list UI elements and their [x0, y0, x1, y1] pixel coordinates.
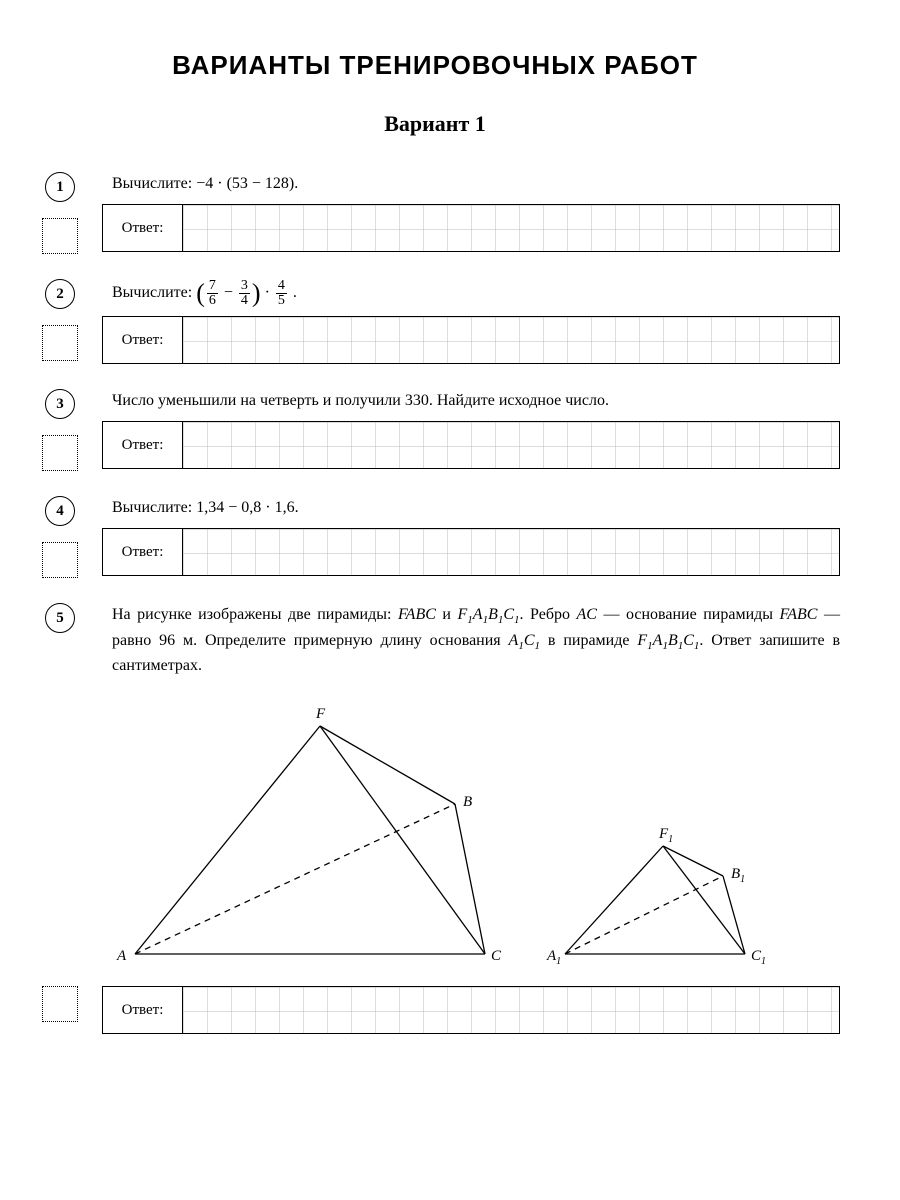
answer-label: Ответ: [103, 529, 183, 575]
sym: A1C1 [509, 632, 540, 649]
problem-text: На рисунке изображены две пирамиды: FABC… [102, 603, 840, 678]
t: На рисунке изображены две пирамиды: [112, 606, 398, 623]
svg-text:A: A [116, 948, 127, 964]
text-prefix: Вычислите: [112, 175, 196, 192]
svg-text:F1: F1 [658, 826, 673, 845]
checkbox-area[interactable] [42, 325, 78, 361]
answer-box: Ответ: [102, 986, 840, 1034]
sym: FABC [780, 606, 818, 623]
frac-den: 4 [239, 294, 250, 308]
l: C [683, 632, 694, 649]
l: A [509, 632, 519, 649]
sym: F1A1B1C1 [637, 632, 699, 649]
frac-num: 3 [239, 279, 250, 294]
sym: FABC [398, 606, 436, 623]
question-number-badge: 2 [45, 279, 75, 309]
text-prefix: Вычислите: [112, 499, 196, 516]
text-prefix: Вычислите: [112, 284, 196, 301]
l: A [653, 632, 663, 649]
pyramid-diagram: A C F B A1 C1 F1 B1 [30, 696, 840, 976]
l: F [458, 606, 468, 623]
checkbox-area[interactable] [42, 218, 78, 254]
answer-grid[interactable] [183, 987, 839, 1033]
t: и [436, 606, 458, 623]
t: . Ребро [520, 606, 577, 623]
checkbox-area[interactable] [42, 986, 78, 1022]
question-number-badge: 3 [45, 389, 75, 419]
answer-label: Ответ: [103, 317, 183, 363]
question-5-answer: Ответ: [30, 986, 840, 1034]
sym: AC [576, 606, 596, 623]
answer-label: Ответ: [103, 422, 183, 468]
svg-text:C: C [491, 948, 502, 964]
frac-den: 6 [207, 294, 218, 308]
t: — основание пирамиды [597, 606, 780, 623]
svg-text:A1: A1 [546, 948, 561, 967]
answer-grid[interactable] [183, 317, 839, 363]
paren-close: ) [252, 279, 261, 308]
paren-open: ( [196, 279, 205, 308]
question-5: 5 На рисунке изображены две пирамиды: FA… [30, 603, 840, 686]
fraction: 45 [276, 279, 287, 308]
answer-box: Ответ: [102, 316, 840, 364]
text-expr: 1,34 − 0,8 · 1,6. [196, 499, 298, 516]
problem-text: Вычислите: 1,34 − 0,8 · 1,6. [102, 496, 840, 520]
answer-label: Ответ: [103, 987, 183, 1033]
answer-grid[interactable] [183, 205, 839, 251]
main-title: ВАРИАНТЫ ТРЕНИРОВОЧНЫХ РАБОТ [30, 50, 840, 81]
question-number-badge: 5 [45, 603, 75, 633]
question-number-badge: 1 [45, 172, 75, 202]
answer-grid[interactable] [183, 422, 839, 468]
fraction: 76 [207, 279, 218, 308]
svg-text:F: F [315, 706, 326, 722]
variant-title: Вариант 1 [30, 111, 840, 137]
svg-text:B: B [463, 794, 472, 810]
problem-text: Вычислите: −4 · (53 − 128). [102, 172, 840, 196]
question-3: 3 Число уменьшили на четверть и получили… [30, 389, 840, 471]
t: в пирамиде [540, 632, 637, 649]
l: C [524, 632, 535, 649]
question-number-badge: 4 [45, 496, 75, 526]
frac-num: 7 [207, 279, 218, 294]
l: B [488, 606, 498, 623]
answer-box: Ответ: [102, 204, 840, 252]
fraction: 34 [239, 279, 250, 308]
l: C [503, 606, 514, 623]
answer-grid[interactable] [183, 529, 839, 575]
svg-text:B1: B1 [731, 866, 745, 885]
l: B [668, 632, 678, 649]
l: A [473, 606, 483, 623]
problem-text: Вычислите: (76 − 34) · 45 . [102, 279, 840, 308]
answer-box: Ответ: [102, 528, 840, 576]
question-1: 1 Вычислите: −4 · (53 − 128). Ответ: [30, 172, 840, 254]
checkbox-area[interactable] [42, 542, 78, 578]
text-expr: −4 · (53 − 128). [196, 175, 298, 192]
sym: F1A1B1C1 [458, 606, 520, 623]
svg-text:C1: C1 [751, 948, 766, 967]
checkbox-area[interactable] [42, 435, 78, 471]
question-2: 2 Вычислите: (76 − 34) · 45 . Ответ: [30, 279, 840, 364]
frac-num: 4 [276, 279, 287, 294]
frac-den: 5 [276, 294, 287, 308]
answer-box: Ответ: [102, 421, 840, 469]
problem-text: Число уменьшили на четверть и получили 3… [102, 389, 840, 413]
l: F [637, 632, 647, 649]
answer-label: Ответ: [103, 205, 183, 251]
question-4: 4 Вычислите: 1,34 − 0,8 · 1,6. Ответ: [30, 496, 840, 578]
